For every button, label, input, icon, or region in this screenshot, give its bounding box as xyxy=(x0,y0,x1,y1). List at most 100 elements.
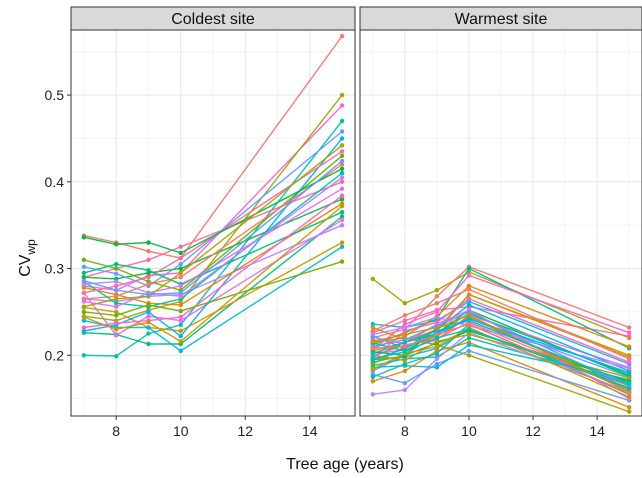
data-point xyxy=(402,387,408,393)
data-point xyxy=(370,392,376,397)
y-tick-label: 0.4 xyxy=(45,174,65,190)
data-point xyxy=(146,248,151,254)
panel-warmest-site xyxy=(359,29,642,417)
data-point xyxy=(466,348,472,354)
data-point xyxy=(113,301,119,306)
data-point xyxy=(81,290,87,296)
data-point xyxy=(402,340,408,345)
data-point xyxy=(339,162,345,167)
panel-border xyxy=(359,29,642,417)
data-point xyxy=(81,285,87,290)
data-point xyxy=(178,294,183,299)
data-point xyxy=(402,380,408,386)
data-point xyxy=(178,262,183,267)
data-point xyxy=(113,288,119,293)
data-point xyxy=(466,266,472,271)
data-point xyxy=(370,366,376,372)
data-point xyxy=(466,321,472,327)
data-point xyxy=(146,292,151,297)
data-point xyxy=(466,296,472,302)
data-point xyxy=(339,193,345,198)
data-point xyxy=(370,339,376,344)
data-point xyxy=(178,328,183,334)
x-tick-label: 12 xyxy=(525,423,541,439)
data-point xyxy=(339,143,345,148)
data-point xyxy=(626,370,632,375)
data-point xyxy=(626,360,632,365)
data-point xyxy=(178,266,183,271)
data-point xyxy=(434,365,440,370)
data-point xyxy=(402,332,408,337)
data-point xyxy=(146,275,151,280)
y-tick-label: 0.3 xyxy=(45,261,65,277)
data-point xyxy=(339,259,345,264)
data-point xyxy=(370,325,376,330)
data-point xyxy=(626,344,632,349)
data-point xyxy=(402,328,408,334)
data-point xyxy=(402,349,408,355)
data-point xyxy=(626,405,632,410)
data-point xyxy=(339,244,345,250)
data-point xyxy=(370,276,376,282)
data-point xyxy=(178,322,183,328)
data-point xyxy=(339,170,345,176)
data-point xyxy=(434,344,440,349)
data-point xyxy=(370,321,376,327)
data-point xyxy=(626,386,632,391)
data-point xyxy=(146,314,151,319)
data-point xyxy=(626,391,632,396)
facet-strip-label: Coldest site xyxy=(171,11,255,28)
data-point xyxy=(339,149,345,154)
data-point xyxy=(434,325,440,330)
y-axis-title-subscript: wp xyxy=(24,239,38,256)
data-point xyxy=(434,361,440,367)
data-point xyxy=(370,374,376,380)
data-point xyxy=(626,325,632,330)
data-point xyxy=(434,294,440,299)
data-point xyxy=(339,217,345,223)
y-tick-label: 0.5 xyxy=(45,87,65,103)
data-point xyxy=(178,339,183,344)
data-point xyxy=(146,331,151,336)
data-point xyxy=(434,339,440,344)
data-point xyxy=(113,283,119,289)
data-point xyxy=(81,325,87,330)
data-point xyxy=(402,368,408,374)
data-point xyxy=(113,333,119,338)
data-point xyxy=(178,290,183,296)
data-point xyxy=(178,348,183,354)
data-point xyxy=(434,351,440,356)
data-point xyxy=(339,136,345,141)
data-point xyxy=(370,379,376,384)
data-point xyxy=(113,327,119,332)
data-point xyxy=(81,309,87,315)
data-point xyxy=(81,235,87,240)
data-point xyxy=(626,356,632,361)
data-point xyxy=(626,353,632,358)
facet-strip-label: Warmest site xyxy=(455,11,548,28)
data-point xyxy=(626,333,632,339)
data-point xyxy=(178,283,183,289)
data-point xyxy=(178,275,183,280)
x-tick-label: 8 xyxy=(401,423,409,439)
data-point xyxy=(466,309,472,315)
data-point xyxy=(81,257,87,263)
y-axis-title-main: CV xyxy=(17,254,34,277)
data-point xyxy=(402,358,408,363)
data-point xyxy=(466,332,472,337)
data-point xyxy=(339,166,345,171)
data-point xyxy=(626,375,632,381)
data-point xyxy=(339,118,345,124)
data-point xyxy=(434,332,440,337)
facet-strips: Coldest site Warmest site xyxy=(70,6,642,31)
data-point xyxy=(339,203,345,209)
x-tick-label: 10 xyxy=(461,423,477,439)
data-point xyxy=(466,273,472,278)
data-point xyxy=(113,271,119,276)
data-point xyxy=(466,313,472,318)
data-point xyxy=(113,279,119,284)
panel-coldest-site xyxy=(70,29,356,417)
x-tick-label: 14 xyxy=(589,423,605,439)
data-point xyxy=(81,264,87,270)
